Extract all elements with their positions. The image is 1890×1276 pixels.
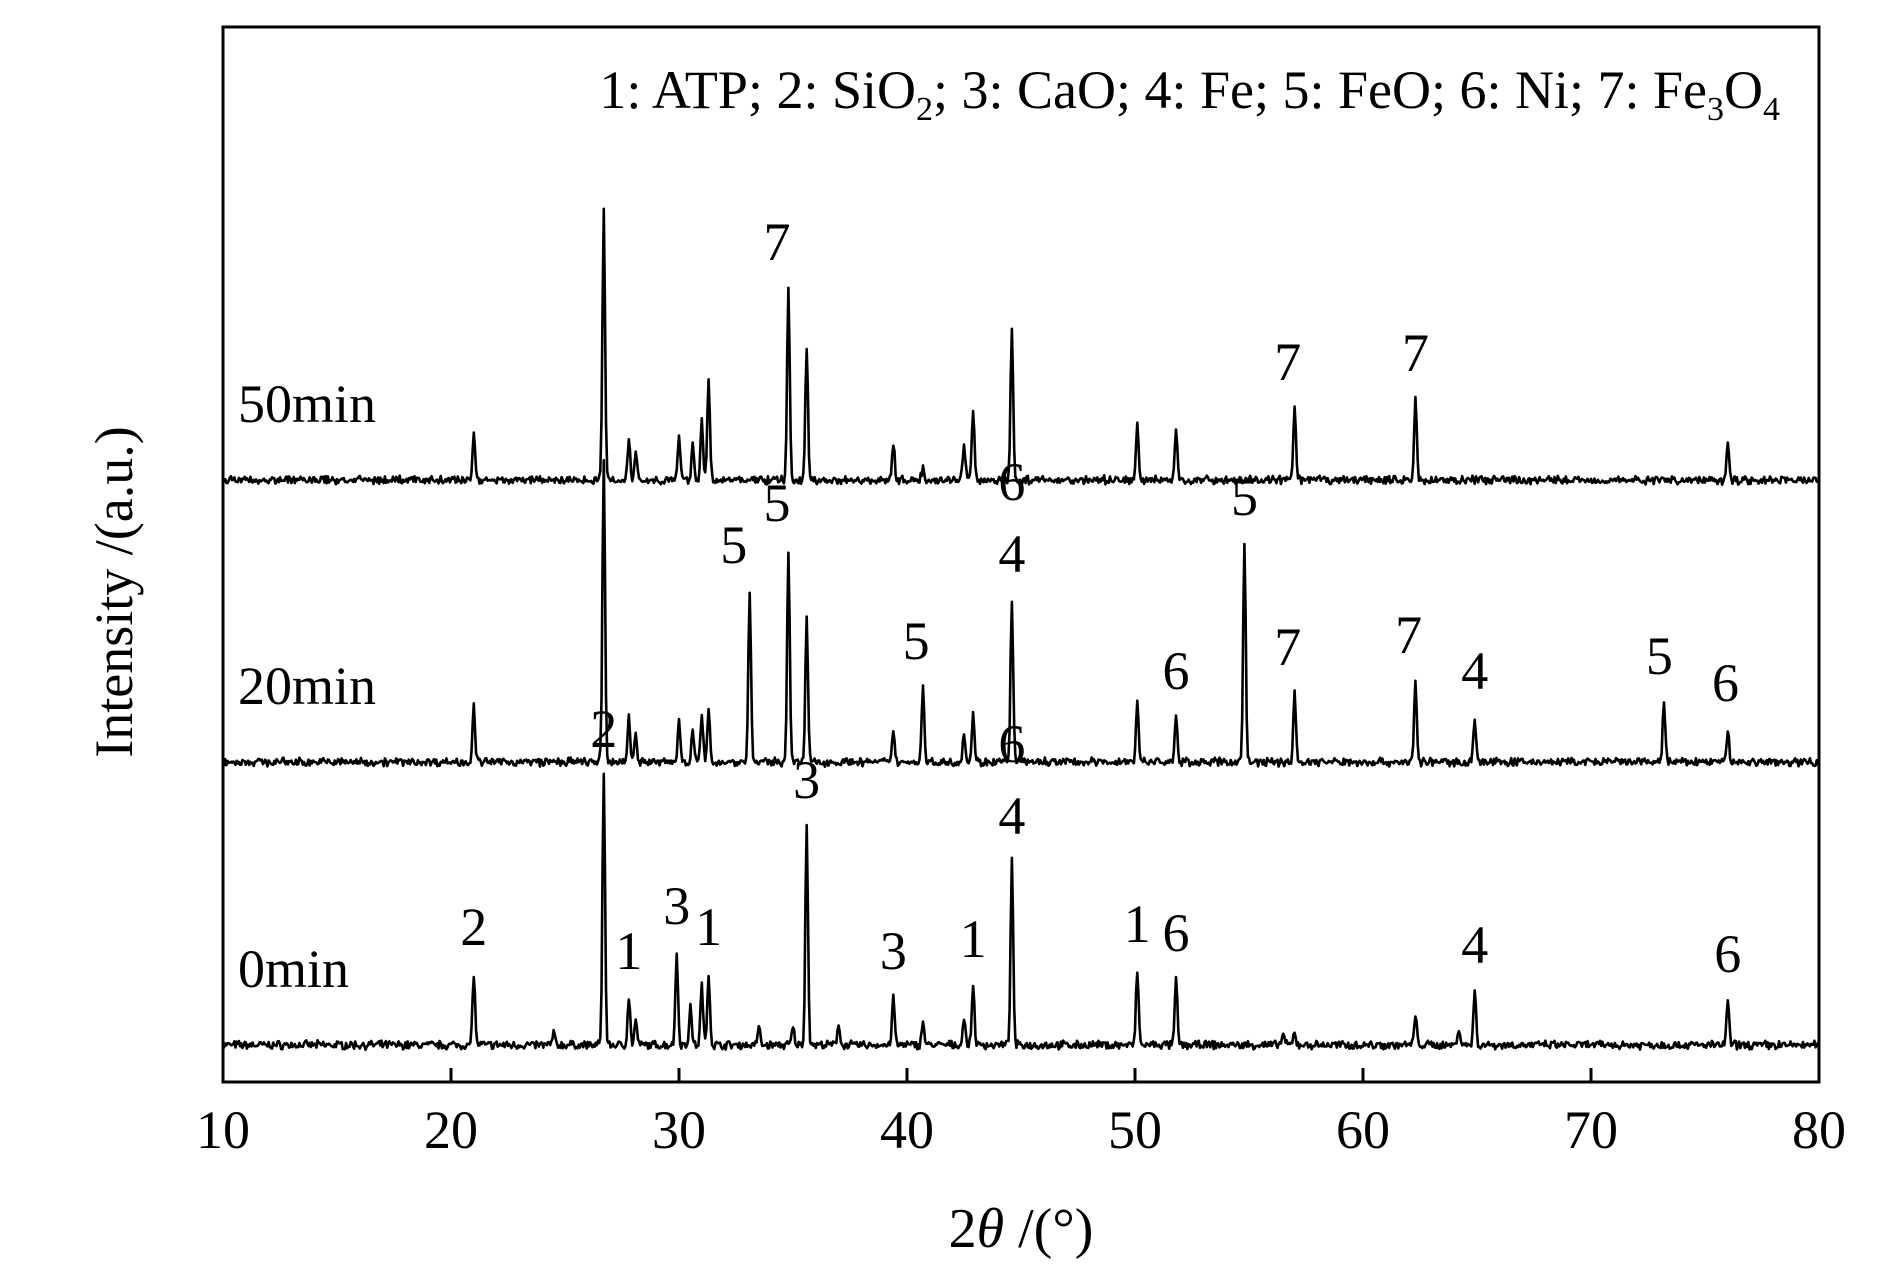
peak-label: 6 bbox=[1163, 903, 1190, 963]
x-axis-ticks: 10 20 30 40 50 60 70 80 bbox=[196, 1068, 1846, 1160]
x-tick-label: 20 bbox=[424, 1100, 478, 1160]
series-label: 50min bbox=[238, 374, 376, 434]
peak-label: 1 bbox=[695, 897, 722, 957]
legend-part: ; 3: CaO; 4: Fe; 5: FeO; 6: Ni; 7: Fe bbox=[933, 60, 1707, 120]
peak-label: 6 bbox=[1163, 641, 1190, 701]
x-tick-label: 80 bbox=[1792, 1100, 1846, 1160]
series-line-50min bbox=[222, 207, 1820, 486]
peak-label: 6 bbox=[1714, 924, 1741, 984]
plot-frame bbox=[221, 25, 1821, 1084]
legend-subscript: 3 bbox=[1707, 91, 1724, 128]
peak-label: 7 bbox=[1274, 332, 1301, 392]
peak-label: 7 bbox=[764, 212, 791, 272]
peak-label: 3 bbox=[663, 876, 690, 936]
peak-label: 7 bbox=[1395, 605, 1422, 665]
legend-subscript: 2 bbox=[916, 91, 933, 128]
peak-label: 4 bbox=[1461, 915, 1488, 975]
x-tick-label: 70 bbox=[1564, 1100, 1618, 1160]
peak-label: 6 bbox=[1712, 653, 1739, 713]
series-label: 0min bbox=[238, 939, 349, 999]
legend-part: O bbox=[1724, 60, 1763, 120]
x-axis-label: 2θ /(°) bbox=[949, 1198, 1094, 1260]
legend: 1: ATP; 2: SiO2; 3: CaO; 4: Fe; 5: FeO; … bbox=[599, 60, 1780, 128]
peak-label: 4 bbox=[998, 524, 1025, 584]
peak-label: 1 bbox=[960, 909, 987, 969]
series-line-20min bbox=[222, 458, 1820, 768]
peak-label: 4 bbox=[1461, 641, 1488, 701]
peak-label: 1 bbox=[1124, 894, 1151, 954]
peak-label: 7 bbox=[1402, 323, 1429, 383]
peak-label: 7 bbox=[1274, 617, 1301, 677]
peak-label: 6 bbox=[998, 714, 1025, 774]
peak-label: 5 bbox=[903, 611, 930, 671]
y-axis-label: Intensity /(a.u.) bbox=[84, 426, 144, 757]
series-line-0min bbox=[222, 772, 1820, 1052]
peak-label: 2 bbox=[590, 699, 617, 759]
peak-label: 1 bbox=[615, 921, 642, 981]
x-tick-label: 50 bbox=[1108, 1100, 1162, 1160]
legend-part: 1: ATP; 2: SiO bbox=[599, 60, 916, 120]
peak-label: 4 bbox=[998, 786, 1025, 846]
x-tick-label: 40 bbox=[880, 1100, 934, 1160]
peak-label: 5 bbox=[720, 515, 747, 575]
peak-label: 2 bbox=[460, 897, 487, 957]
series-label: 20min bbox=[238, 656, 376, 716]
x-tick-label: 30 bbox=[652, 1100, 706, 1160]
legend-subscript: 4 bbox=[1763, 91, 1780, 128]
x-tick-label: 10 bbox=[196, 1100, 250, 1160]
peak-label: 5 bbox=[1231, 467, 1258, 527]
peak-label: 5 bbox=[1646, 626, 1673, 686]
x-tick-label: 60 bbox=[1336, 1100, 1390, 1160]
peak-label: 3 bbox=[880, 921, 907, 981]
